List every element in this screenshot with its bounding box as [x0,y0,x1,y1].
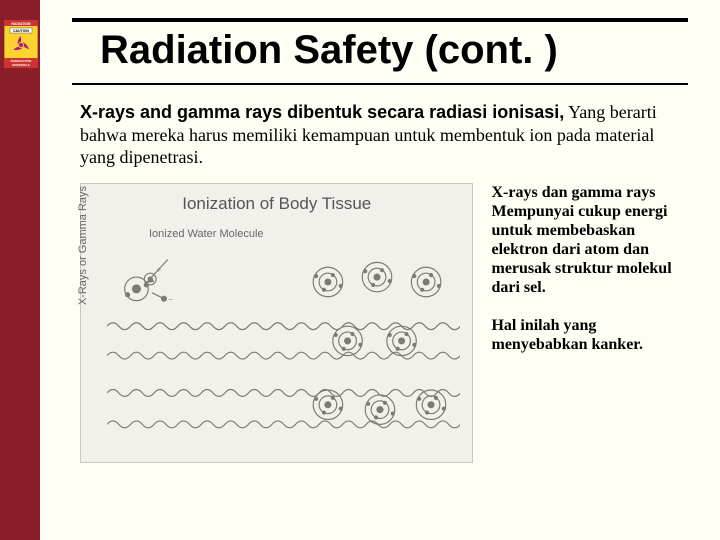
side-paragraph-1: X-rays dan gamma rays Mempunyai cukup en… [491,183,688,298]
sign-top-text: RADIATION [11,22,31,26]
lead-bold: X-rays and gamma rays dibentuk secara ra… [80,102,564,122]
lead-paragraph: X-rays and gamma rays dibentuk secara ra… [80,101,680,169]
figure-body: Ionized Water Molecule [107,222,460,450]
page-title: Radiation Safety (cont. ) [100,28,688,73]
ionization-figure: Ionization of Body Tissue X-Rays or Gamm… [80,183,473,463]
slide-content: Radiation Safety (cont. ) X-rays and gam… [40,0,720,540]
figure-ylabel: X-Rays or Gamma Rays [77,185,89,304]
svg-text:MATERIALS: MATERIALS [12,63,29,67]
left-bar: RADIATION CAUTION RADIOACTIVE MATERIALS [0,0,40,540]
top-rule [72,18,688,22]
radiation-sign: RADIATION CAUTION RADIOACTIVE MATERIALS [4,20,38,73]
sub-rule [72,83,688,85]
side-text: X-rays dan gamma rays Mempunyai cukup en… [491,183,688,463]
side-paragraph-2: Hal inilah yang menyebabkan kanker. [491,316,688,354]
svg-text:−: − [168,294,173,304]
sign-caution-text: CAUTION [13,29,29,33]
ionized-water-label: Ionized Water Molecule [149,228,264,240]
svg-text:+: + [156,265,162,276]
figure-title: Ionization of Body Tissue [93,194,460,214]
